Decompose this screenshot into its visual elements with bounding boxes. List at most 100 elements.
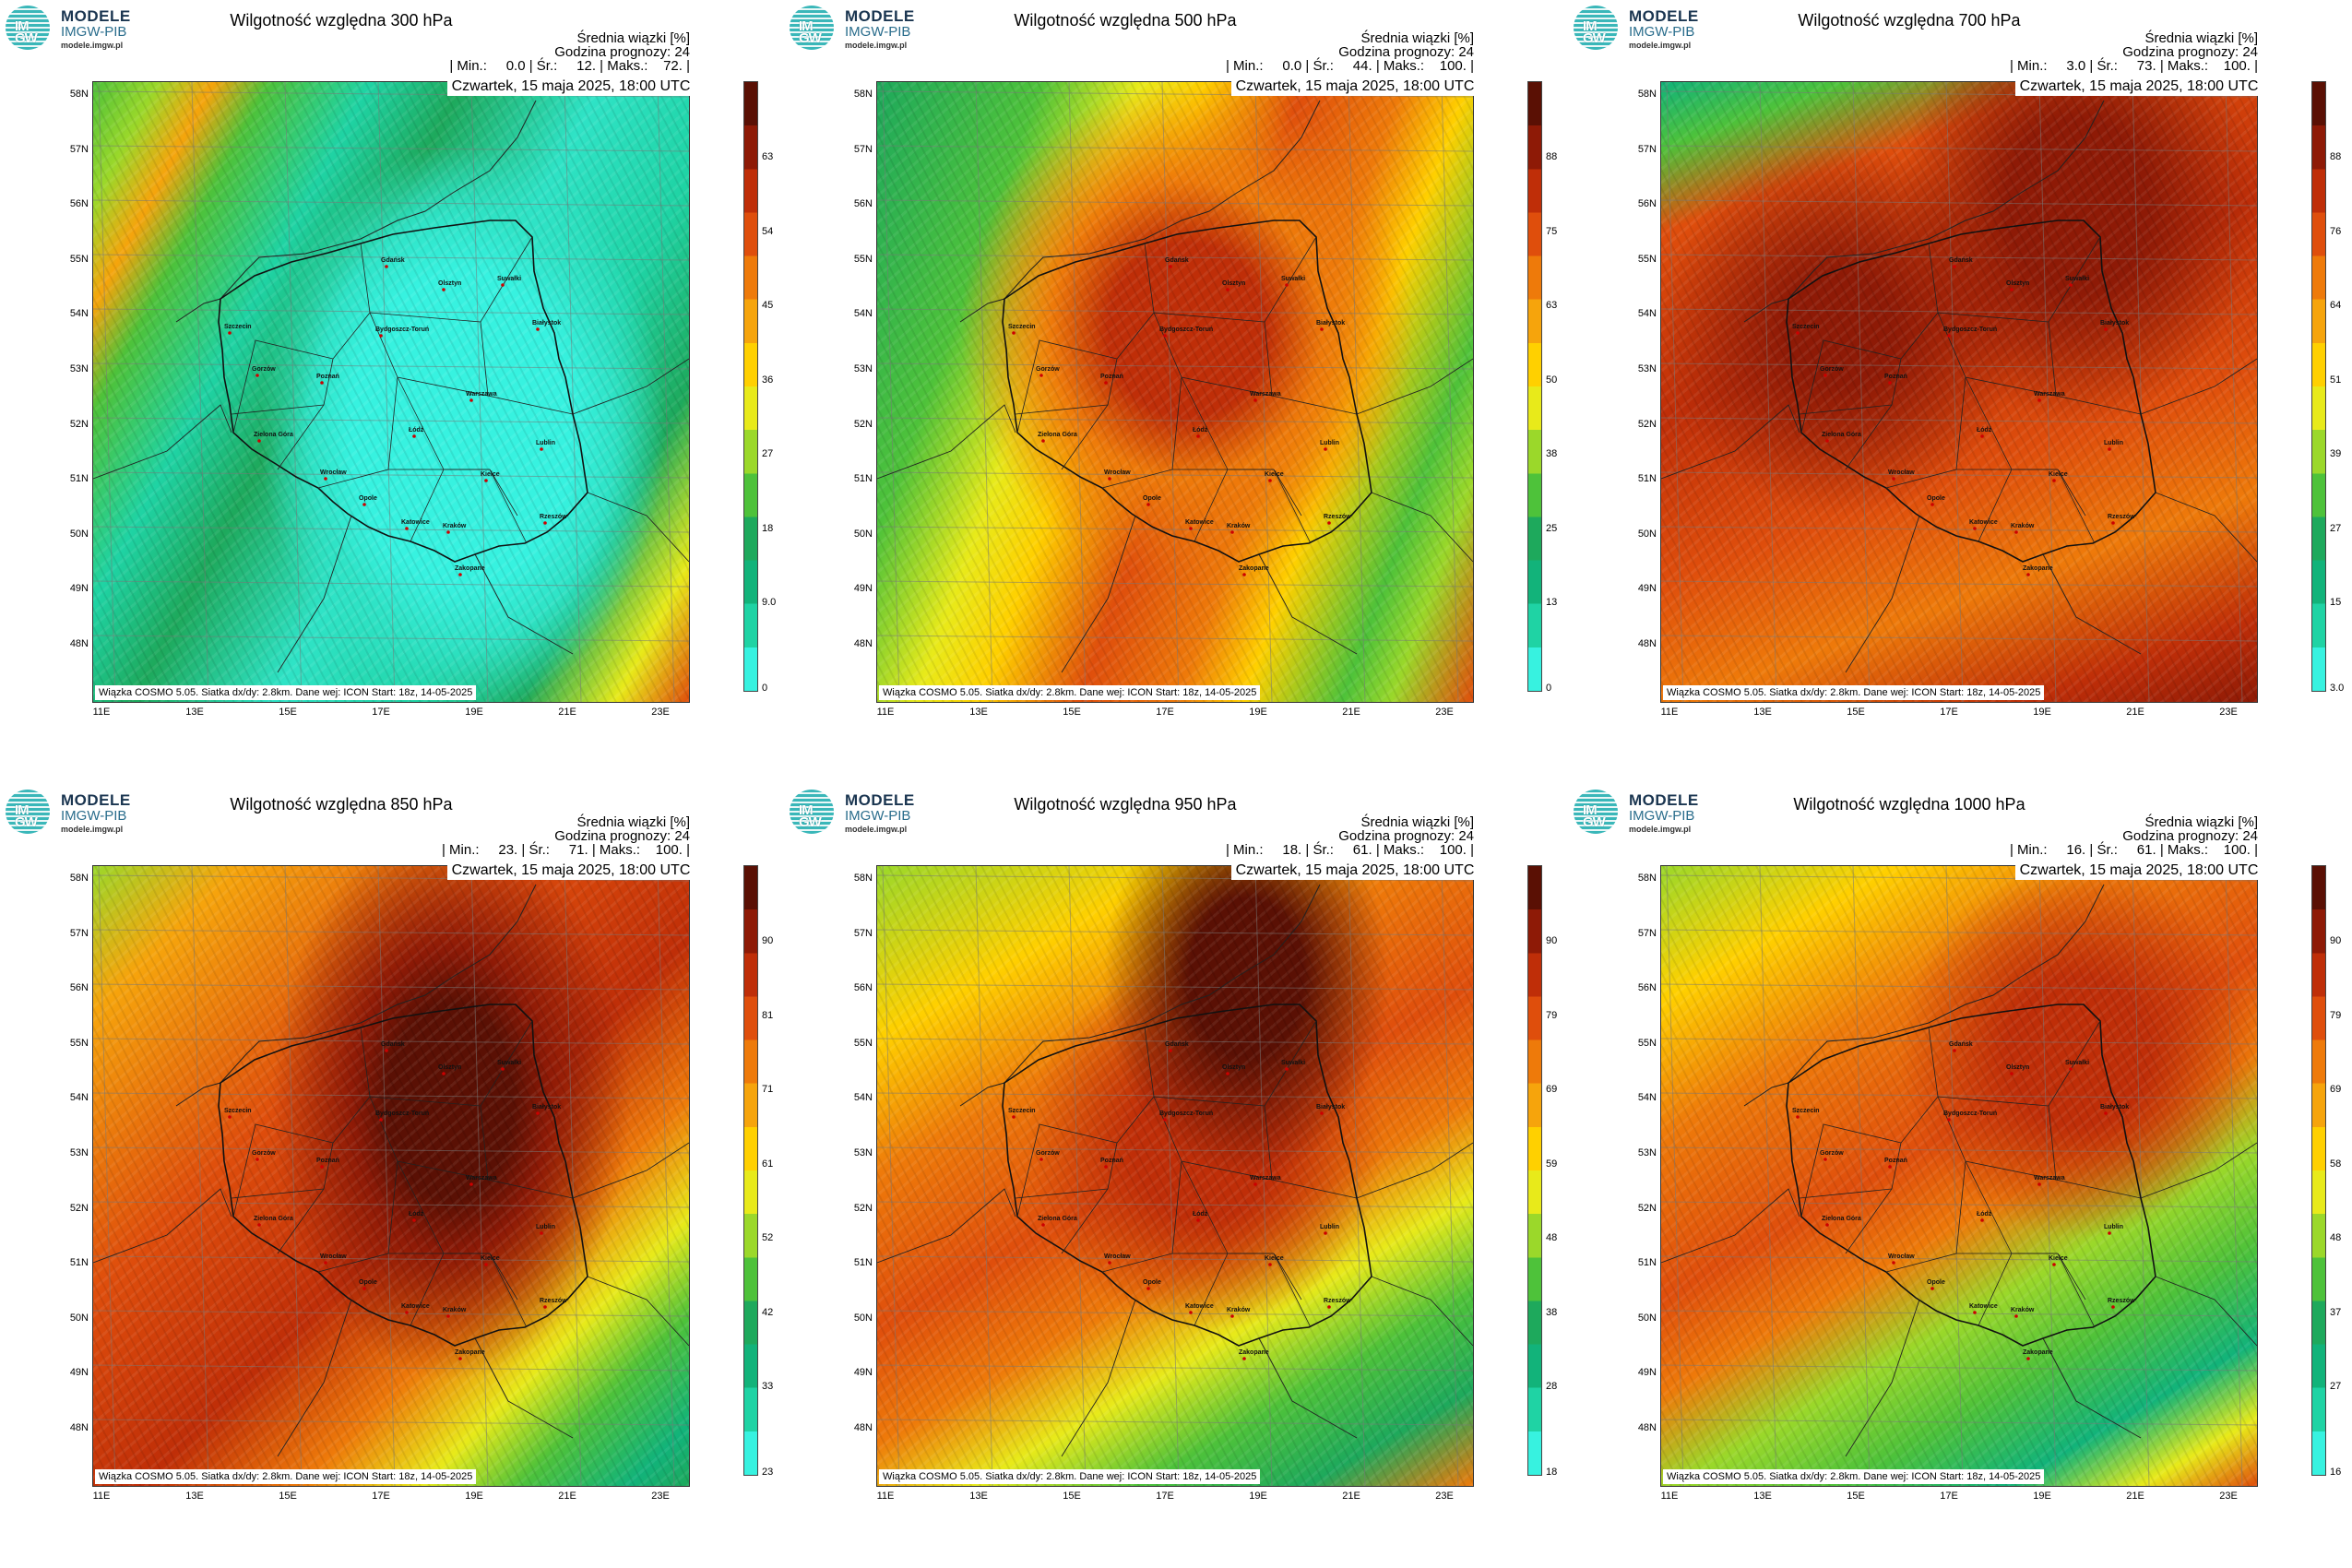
city-label: Zakopane xyxy=(2023,565,2053,572)
city-marker xyxy=(1268,1263,1272,1266)
neighbour-border xyxy=(1356,358,1473,415)
city-label: Zielona Góra xyxy=(1038,432,1077,438)
city-label: Zielona Góra xyxy=(1822,432,1861,438)
meridian-line xyxy=(1945,82,1964,702)
city-label: Rzeszów xyxy=(2108,1298,2135,1304)
parallel-line xyxy=(877,471,1473,479)
colorbar-tick: 27 xyxy=(2330,522,2342,534)
city-marker xyxy=(1892,477,1895,481)
city-label: Lublin xyxy=(536,1224,555,1230)
longitude-label: 15E xyxy=(279,707,297,718)
city-marker xyxy=(1930,1287,1934,1290)
colorbar-tick: 39 xyxy=(2330,448,2342,459)
city-label: Gdańsk xyxy=(1165,1041,1189,1048)
city-label: Zakopane xyxy=(2023,1349,2053,1356)
city-marker xyxy=(1189,1311,1193,1314)
city-marker xyxy=(1169,1049,1172,1052)
longitude-label: 21E xyxy=(1342,1491,1360,1502)
city-marker xyxy=(1108,1261,1111,1265)
parallel-line xyxy=(1661,1255,2257,1263)
colorbar-tick: 0 xyxy=(762,683,768,694)
colorbar-tick: 48 xyxy=(1546,1232,1558,1243)
city-marker xyxy=(1226,1072,1229,1075)
longitude-label: 13E xyxy=(969,707,988,718)
imgw-logo-icon: IM GW xyxy=(1574,790,1618,834)
neighbour-border xyxy=(587,1276,689,1347)
city-label: Zakopane xyxy=(1239,565,1269,572)
colorbar-tick: 59 xyxy=(1546,1158,1558,1170)
humidity-map: Gdańsk Olsztyn Suwałki Szczecin Bydgoszcz-To… xyxy=(876,81,1474,703)
imgw-logo: IM GW MODELE IMGW-PIB modele.imgw.pl xyxy=(1574,790,1721,836)
city-label: Olsztyn xyxy=(1222,1064,1245,1071)
city-marker xyxy=(501,283,505,287)
parallel-line xyxy=(877,526,1473,533)
imgw-logo-icon: IM GW xyxy=(790,790,834,834)
province-border xyxy=(232,339,334,434)
city-label: Suwałki xyxy=(1281,276,1305,282)
city-label: Lublin xyxy=(2104,1224,2123,1230)
forecast-date: Czwartek, 15 maja 2025, 18:00 UTC xyxy=(2015,77,2263,96)
city-marker xyxy=(1888,381,1892,385)
city-marker xyxy=(2014,530,2018,534)
info-forecast-hour: Godzina prognozy: 24 xyxy=(2122,828,2258,844)
info-min-mean-max: | Min.: 16. | Śr.: 61. | Maks.: 100. | xyxy=(2009,842,2258,858)
longitude-label: 11E xyxy=(1660,1491,1679,1502)
humidity-field xyxy=(877,82,1473,702)
city-marker xyxy=(2052,479,2056,482)
colorbar-tick: 3.0 xyxy=(2330,683,2345,694)
province-border xyxy=(1016,1123,1118,1218)
parallel-line xyxy=(1661,308,2257,315)
city-marker xyxy=(1888,1165,1892,1169)
neighbour-border xyxy=(277,1299,352,1457)
neighbour-border xyxy=(1258,1337,1358,1439)
longitude-label: 11E xyxy=(876,707,895,718)
latitude-label: 57N xyxy=(69,143,89,155)
colorbar-tick: 75 xyxy=(1546,225,1558,237)
latitude-label: 50N xyxy=(1637,1312,1657,1324)
city-marker xyxy=(469,398,473,402)
colorbar-tick: 9.0 xyxy=(762,597,777,608)
parallel-line xyxy=(93,90,689,98)
parallel-line xyxy=(1661,1201,2257,1208)
longitude-label: 23E xyxy=(1435,707,1454,718)
city-label: Bydgoszcz-Toruń xyxy=(375,327,429,333)
poland-border xyxy=(1786,1004,2156,1347)
city-label: Bydgoszcz-Toruń xyxy=(1943,1111,1997,1117)
city-marker xyxy=(1196,1218,1200,1222)
logo-url: modele.imgw.pl xyxy=(1629,41,1692,50)
meridian-line xyxy=(2132,866,2150,1486)
city-marker xyxy=(1242,573,1246,576)
colorbar-tick: 88 xyxy=(2330,151,2342,162)
city-marker xyxy=(540,447,543,451)
colorbar-tick: 90 xyxy=(1546,935,1558,946)
city-marker xyxy=(1947,334,1951,338)
neighbour-border xyxy=(1845,1299,1920,1457)
colorbar-tick: 0 xyxy=(1546,683,1552,694)
city-label: Suwałki xyxy=(497,276,521,282)
city-marker xyxy=(1285,283,1289,287)
colorbar-tick: 33 xyxy=(762,1381,774,1392)
info-min-mean-max: | Min.: 0.0 | Śr.: 44. | Maks.: 100. | xyxy=(1225,58,1474,74)
city-marker xyxy=(543,521,547,525)
neighbour-border xyxy=(2155,492,2257,563)
colorbar-tick: 42 xyxy=(762,1306,774,1318)
stats-block: Średnia wiązki [%] Godzina prognozy: 24 | … xyxy=(442,815,690,857)
latitude-label: 58N xyxy=(1637,873,1657,884)
city-label: Zielona Góra xyxy=(1822,1216,1861,1222)
city-label: Kielce xyxy=(481,471,500,478)
parallel-line xyxy=(877,145,1473,152)
city-label: Bydgoszcz-Toruń xyxy=(375,1111,429,1117)
latitude-label: 52N xyxy=(853,418,873,430)
city-marker xyxy=(1320,327,1324,331)
imgw-logo: IM GW MODELE IMGW-PIB modele.imgw.pl xyxy=(790,790,937,836)
province-border xyxy=(231,404,325,415)
latitude-label: 54N xyxy=(69,308,89,320)
meridian-line xyxy=(1254,866,1273,1486)
city-marker xyxy=(2069,283,2073,287)
meridian-line xyxy=(1348,82,1366,702)
longitude-label: 13E xyxy=(1753,1491,1772,1502)
province-border xyxy=(1937,312,2057,397)
meridian-line xyxy=(98,82,116,702)
latitude-label: 48N xyxy=(69,638,89,649)
colorbar-tick: 18 xyxy=(762,522,774,534)
